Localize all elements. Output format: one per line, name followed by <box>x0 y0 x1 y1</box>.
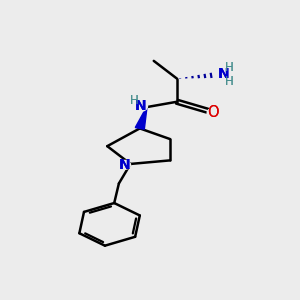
Text: N: N <box>135 99 147 113</box>
Text: H: H <box>130 94 138 107</box>
Polygon shape <box>135 107 147 129</box>
Text: H: H <box>130 94 138 107</box>
Text: N: N <box>135 99 147 113</box>
Text: H: H <box>225 61 234 74</box>
Text: H: H <box>225 75 234 88</box>
Text: N: N <box>218 67 229 81</box>
Circle shape <box>119 160 130 169</box>
Text: O: O <box>207 105 219 120</box>
Text: N: N <box>119 158 130 172</box>
Text: O: O <box>207 105 219 120</box>
Text: N: N <box>119 158 130 172</box>
Text: N: N <box>218 67 229 81</box>
Text: H: H <box>225 75 234 88</box>
Circle shape <box>217 69 230 79</box>
Text: H: H <box>225 61 234 74</box>
Circle shape <box>134 101 148 111</box>
Circle shape <box>207 108 219 117</box>
